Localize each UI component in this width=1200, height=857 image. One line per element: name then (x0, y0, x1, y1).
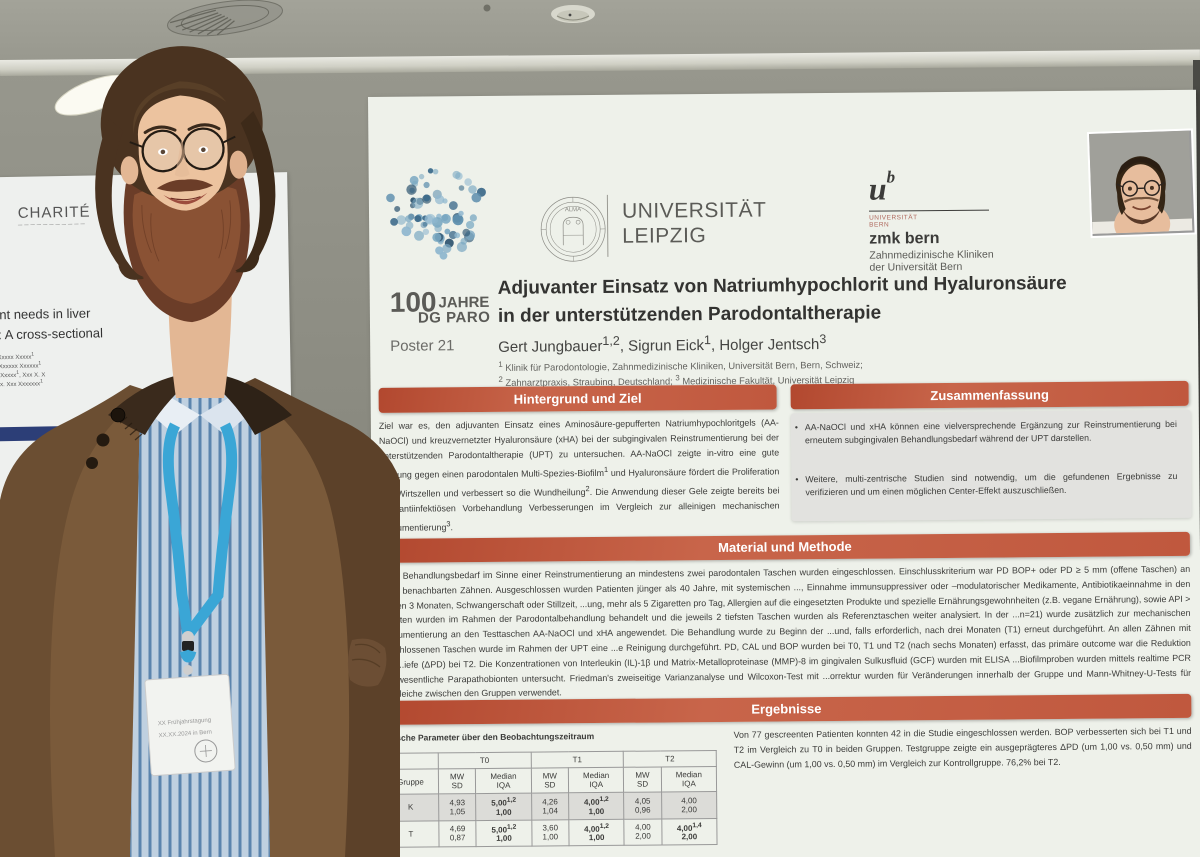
svg-text:ALMA: ALMA (565, 207, 581, 213)
